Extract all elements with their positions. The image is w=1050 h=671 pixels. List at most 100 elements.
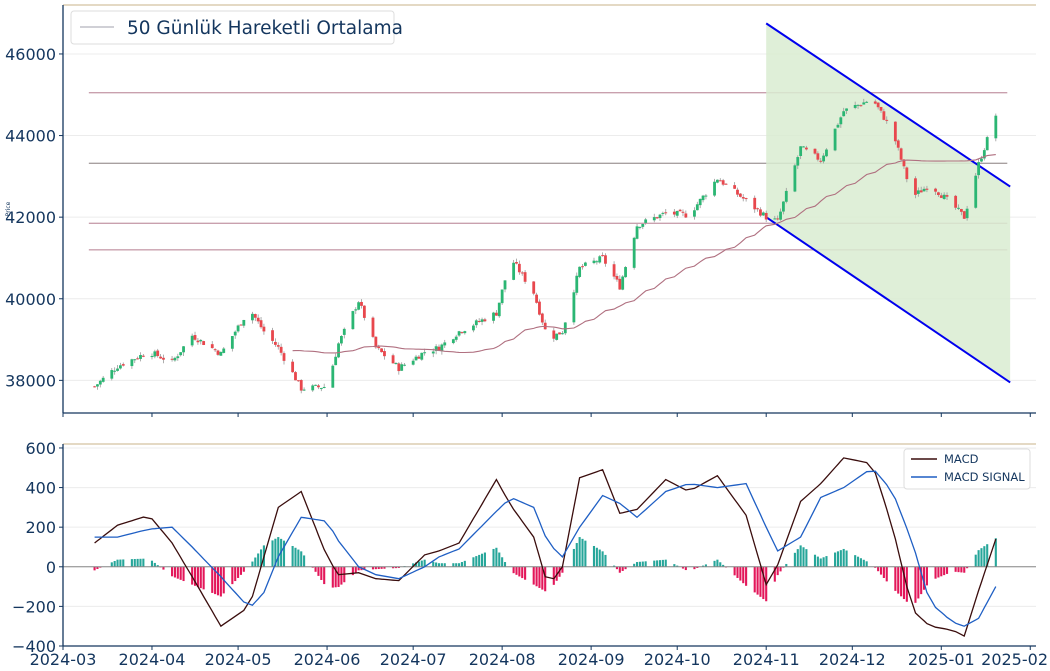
candle-up xyxy=(443,342,447,346)
histogram-bar-up xyxy=(277,537,280,567)
histogram-bar-up xyxy=(865,561,868,567)
histogram-bar-down xyxy=(756,566,759,595)
candle-down xyxy=(282,353,286,361)
candle-down xyxy=(925,188,929,190)
histogram-bar-down xyxy=(773,566,776,582)
histogram-bar-down xyxy=(317,566,320,576)
candle-down xyxy=(538,301,541,315)
histogram-bar-up xyxy=(656,560,659,567)
histogram-bar-up xyxy=(664,559,667,567)
candle-up xyxy=(598,256,602,263)
histogram-bar-up xyxy=(598,549,601,567)
candle-up xyxy=(862,102,866,105)
histogram-bar-down xyxy=(902,566,906,600)
candle-up xyxy=(440,344,444,352)
candle-up xyxy=(796,157,800,166)
candle-up xyxy=(394,363,398,365)
macd-xtick-label: 2024-05 xyxy=(205,650,272,669)
histogram-bar-down xyxy=(544,566,547,592)
candle-down xyxy=(681,211,685,213)
candle-up xyxy=(199,339,203,342)
histogram-bar-down xyxy=(173,566,176,578)
candle-up xyxy=(661,212,665,214)
histogram-bar-up xyxy=(116,559,119,567)
histogram-bar-up xyxy=(713,560,716,567)
candle-up xyxy=(233,331,237,336)
candle-up xyxy=(334,356,338,366)
candle-down xyxy=(804,147,808,150)
candle-up xyxy=(133,359,137,361)
candle-down xyxy=(902,159,906,167)
candle-up xyxy=(825,149,828,157)
candle-down xyxy=(294,372,297,381)
candle-up xyxy=(836,124,840,128)
histogram-bar-up xyxy=(472,557,475,567)
candle-up xyxy=(644,219,648,223)
histogram-bar-down xyxy=(561,566,564,573)
histogram-bar-up xyxy=(259,549,263,567)
histogram-bar-down xyxy=(742,566,745,584)
candle-up xyxy=(331,365,335,388)
histogram-bar-up xyxy=(581,538,584,567)
histogram-bar-down xyxy=(182,566,185,582)
candle-down xyxy=(517,263,521,273)
histogram-bar-down xyxy=(512,566,515,574)
histogram-bar-down xyxy=(943,566,946,576)
candle-down xyxy=(678,209,682,212)
candle-down xyxy=(945,195,949,197)
histogram-bar-up xyxy=(437,563,441,567)
candle-down xyxy=(738,193,742,197)
histogram-bar-up xyxy=(136,558,139,567)
candle-up xyxy=(139,355,142,359)
histogram-bar-up xyxy=(113,560,116,567)
histogram-bar-down xyxy=(877,566,880,572)
histogram-bar-up xyxy=(676,565,679,567)
candle-down xyxy=(417,356,421,359)
histogram-bar-down xyxy=(331,566,334,588)
macd-ytick-label: 200 xyxy=(25,518,56,537)
candle-down xyxy=(937,192,940,195)
candle-down xyxy=(202,341,206,345)
candle-up xyxy=(497,302,501,317)
candle-down xyxy=(962,211,966,219)
channel-lower-line xyxy=(765,216,1011,384)
histogram-bar-down xyxy=(779,566,782,572)
histogram-bar-up xyxy=(297,549,300,567)
histogram-bar-down xyxy=(776,566,779,576)
histogram-bar-down xyxy=(937,566,940,578)
macd-lines xyxy=(94,457,997,638)
histogram-bar-up xyxy=(294,547,297,567)
histogram-bar-down xyxy=(624,566,627,570)
candle-up xyxy=(113,370,117,372)
histogram-bar-up xyxy=(974,554,977,567)
candle-up xyxy=(173,357,177,361)
histogram-bar-down xyxy=(920,566,923,595)
candle-up xyxy=(251,313,254,321)
channel-upper-line xyxy=(765,22,1011,188)
candle-down xyxy=(460,332,464,334)
histogram-bar-down xyxy=(179,566,182,580)
candle-up xyxy=(190,335,194,346)
histogram-bar-down xyxy=(515,566,518,575)
histogram-bar-up xyxy=(635,562,639,567)
candle-up xyxy=(411,360,415,365)
histogram-bar-down xyxy=(193,566,197,586)
macd-xtick-label: 2024-12 xyxy=(819,650,886,669)
candle-up xyxy=(965,208,969,219)
histogram-bar-down xyxy=(211,566,214,593)
macd-xtick-label: 2024-04 xyxy=(119,650,186,669)
histogram-bar-up xyxy=(994,538,997,567)
candle-down xyxy=(193,335,197,340)
macd-legend: MACD MACD SIGNAL xyxy=(903,448,1031,490)
histogram-bar-up xyxy=(836,551,840,567)
candle-up xyxy=(922,188,926,192)
histogram-bar-up xyxy=(613,565,616,567)
candle-down xyxy=(532,281,536,294)
histogram-bar-up xyxy=(303,555,306,567)
candle-down xyxy=(954,195,958,208)
candle-down xyxy=(914,178,917,195)
histogram-bar-up xyxy=(601,551,604,567)
candle-down xyxy=(655,217,659,219)
histogram-bar-down xyxy=(363,566,366,570)
histogram-bar-up xyxy=(133,559,136,567)
